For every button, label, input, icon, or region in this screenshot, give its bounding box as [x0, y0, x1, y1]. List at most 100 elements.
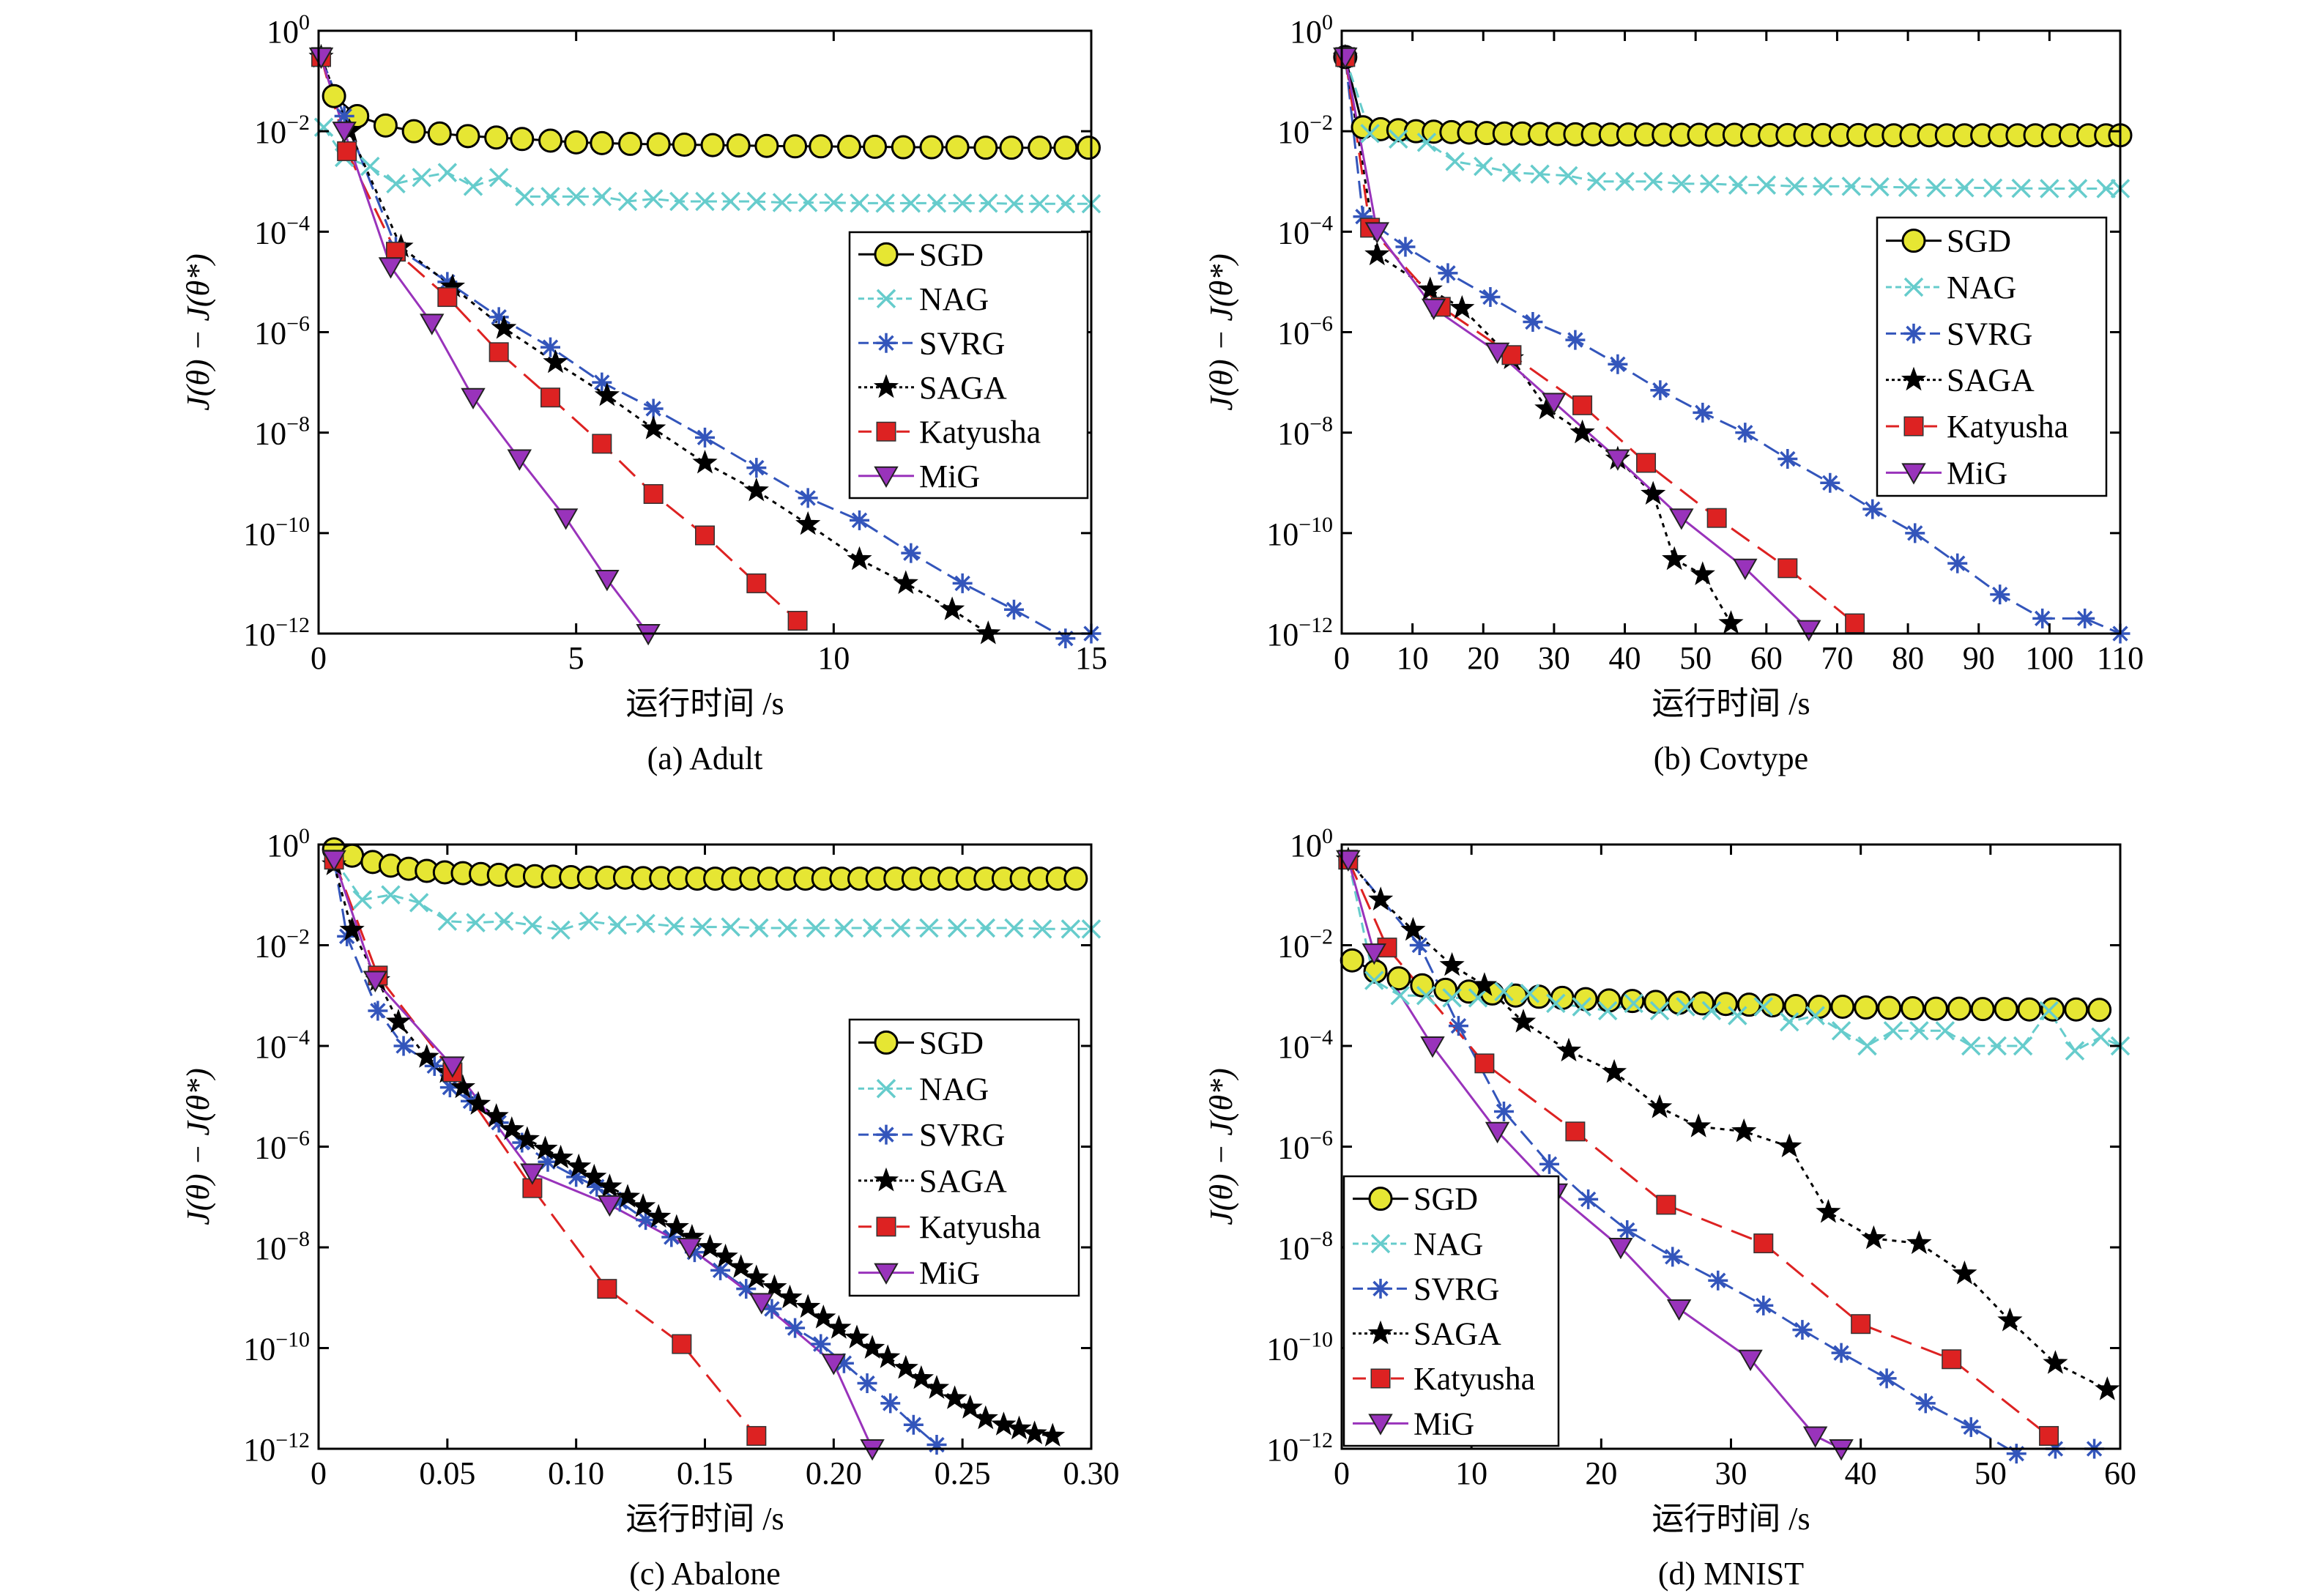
legend: SGD NAG SVRG SAGA Katyusha MiG — [848, 231, 1089, 500]
marker-mig-3 — [520, 1163, 545, 1185]
marker-mig-3 — [1485, 1121, 1510, 1144]
marker-nag-20 — [1857, 1036, 1877, 1056]
marker-sgd-11 — [618, 131, 643, 156]
marker-sgd-24 — [1901, 996, 1925, 1021]
marker-mig-6 — [1666, 1299, 1692, 1321]
marker-svrg-13 — [952, 573, 973, 593]
marker-nag-20 — [1898, 177, 1918, 198]
marker-svrg-17 — [736, 1279, 757, 1299]
marker-saga-42 — [1040, 1422, 1066, 1447]
marker-saga-24 — [743, 1264, 769, 1288]
marker-katyusha-7 — [1777, 558, 1798, 579]
series-line-svrg — [1344, 56, 2120, 634]
marker-mig-5 — [507, 449, 532, 471]
x-tick-label: 30 — [1538, 640, 1570, 676]
marker-svrg-10 — [1792, 1320, 1813, 1340]
marker-nag-24 — [2011, 178, 2031, 198]
marker-saga-23 — [728, 1254, 754, 1278]
marker-saga-40 — [1006, 1415, 1032, 1440]
marker-nag-16 — [721, 191, 740, 212]
marker-legend-svrg-0 — [1903, 323, 1924, 344]
y-tick-label: 10−10 — [243, 1328, 310, 1367]
marker-saga-9 — [743, 477, 769, 502]
marker-svrg-10 — [566, 1167, 587, 1187]
marker-svrg-2 — [1395, 237, 1416, 257]
marker-nag-21 — [919, 918, 939, 938]
marker-saga-26 — [777, 1284, 803, 1309]
y-tick-label: 100 — [267, 10, 310, 50]
marker-mig-8 — [1802, 1426, 1828, 1448]
marker-legend-sgd-0 — [874, 242, 899, 267]
marker-mig-1 — [332, 122, 357, 144]
marker-sgd-22 — [919, 135, 944, 160]
marker-saga-14 — [1906, 1230, 1932, 1255]
x-axis-label: 运行时间 /s — [1652, 686, 1810, 721]
marker-nag-24 — [1961, 1036, 1981, 1056]
marker-mig-3 — [1485, 342, 1510, 365]
marker-svrg-14 — [1905, 523, 1925, 543]
marker-saga-14 — [582, 1163, 607, 1188]
chart-panel-4: 100 10−2 10−4 10−6 10−8 10−10 10−120 10 20 30 40 50… — [1203, 824, 2136, 1592]
y-tick-label: 10−2 — [254, 925, 310, 965]
marker-nag-1 — [352, 890, 373, 910]
y-axis-label: J(θ) − J(θ*) — [1203, 253, 1239, 411]
y-tick-label: 10−4 — [1277, 1025, 1333, 1065]
marker-nag-24 — [926, 193, 947, 213]
marker-sgd-14 — [700, 133, 725, 157]
marker-nag-13 — [1676, 997, 1695, 1017]
x-tick-label: 110 — [2097, 640, 2144, 676]
marker-nag-26 — [1060, 919, 1081, 939]
marker-sgd-13 — [1643, 990, 1668, 1014]
x-tick-label: 50 — [1679, 640, 1712, 676]
legend-label-svrg: SVRG — [919, 325, 1005, 361]
marker-saga-33 — [893, 1354, 918, 1379]
x-tick-label: 40 — [1845, 1455, 1877, 1491]
y-tick-label: 10−10 — [1266, 1328, 1333, 1367]
marker-mig-6 — [553, 508, 579, 530]
marker-legend-nag-0 — [876, 289, 896, 308]
marker-katyusha-5 — [1753, 1233, 1774, 1254]
x-tick-label: 80 — [1892, 640, 1924, 676]
marker-saga-39 — [991, 1411, 1017, 1436]
marker-katyusha-3 — [522, 1178, 543, 1198]
x-tick-label: 0.15 — [677, 1455, 733, 1491]
marker-nag-18 — [834, 918, 854, 938]
marker-nag-18 — [772, 193, 792, 212]
marker-svrg-16 — [1990, 584, 2010, 605]
marker-nag-25 — [1987, 1036, 2007, 1056]
y-tick-label: 10−2 — [1277, 111, 1333, 150]
marker-katyusha-7 — [643, 483, 664, 504]
legend-box — [848, 231, 1089, 500]
marker-mig-7 — [1738, 1349, 1763, 1372]
marker-svrg-15 — [2006, 1444, 2026, 1464]
marker-svrg-3 — [437, 272, 458, 292]
marker-sgd-28 — [1076, 136, 1101, 160]
y-tick-label: 10−8 — [1277, 412, 1333, 452]
marker-nag-15 — [749, 918, 769, 938]
marker-saga-7 — [465, 1091, 491, 1115]
marker-nag-13 — [643, 189, 664, 209]
x-tick-label: 0.25 — [935, 1455, 991, 1491]
marker-svrg-24 — [903, 1414, 924, 1435]
x-tick-label: 10 — [1397, 640, 1429, 676]
y-tick-label: 10−2 — [254, 111, 310, 150]
marker-saga-11 — [847, 546, 872, 571]
y-tick-label: 10−8 — [1277, 1227, 1333, 1266]
marker-nag-18 — [1841, 177, 1862, 196]
marker-sgd-0 — [1340, 948, 1364, 973]
marker-saga-30 — [844, 1324, 870, 1349]
marker-svrg-25 — [926, 1435, 947, 1455]
marker-nag-4 — [412, 168, 431, 188]
marker-sgd-28 — [1994, 997, 2018, 1022]
marker-mig-5 — [1605, 449, 1630, 471]
marker-nag-16 — [1785, 177, 1805, 196]
marker-nag-7 — [488, 168, 509, 188]
marker-mig-3 — [420, 313, 445, 335]
marker-svrg-3 — [1493, 1101, 1514, 1121]
marker-svrg-4 — [1539, 1154, 1559, 1174]
marker-nag-11 — [592, 187, 612, 207]
marker-katyusha-4 — [488, 342, 509, 363]
marker-nag-8 — [551, 920, 571, 940]
marker-legend-mig-0 — [874, 1263, 899, 1285]
marker-legend-mig-0 — [1368, 1414, 1393, 1436]
